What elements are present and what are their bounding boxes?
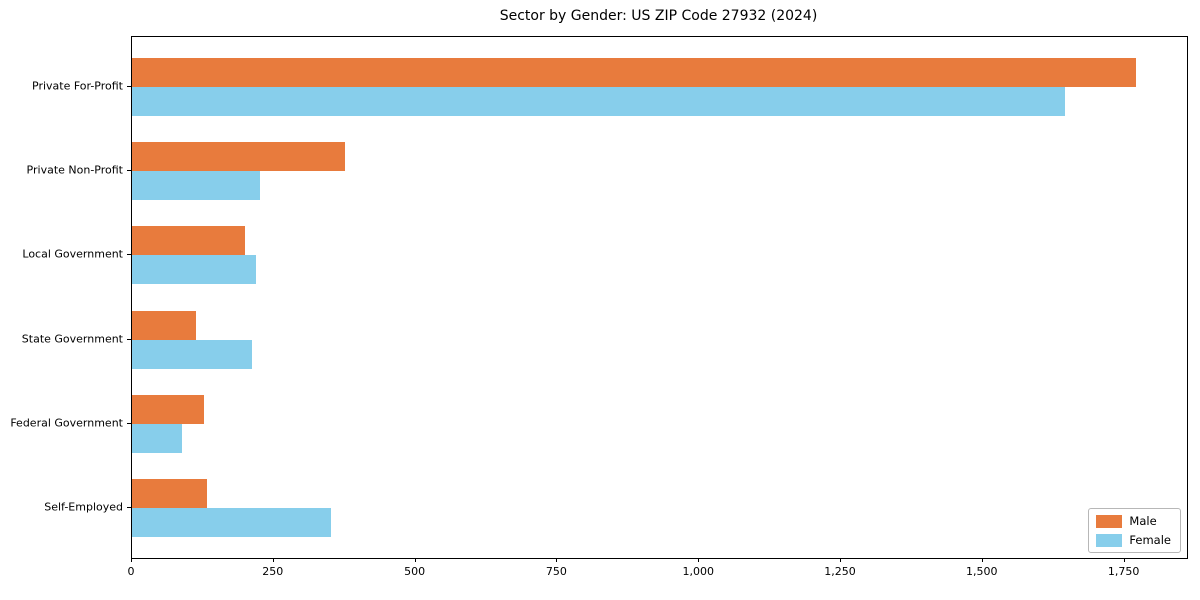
x-tick-label-250: 250: [262, 565, 284, 578]
chart-title: Sector by Gender: US ZIP Code 27932 (202…: [499, 8, 818, 24]
y-tick-label-self-employed: Self-Employed: [44, 500, 123, 514]
x-tick-mark: [1124, 558, 1125, 562]
plot-area: Male Female: [131, 36, 1188, 559]
bar-male-private-non-profit: [132, 142, 345, 172]
y-tick-label-private-non-profit: Private Non-Profit: [26, 163, 123, 177]
y-tick-label-local-government: Local Government: [22, 247, 123, 261]
legend-label-male: Male: [1129, 514, 1157, 528]
bar-male-self-employed: [132, 478, 207, 508]
bar-female-private-non-profit: [132, 171, 260, 201]
y-tick-mark: [127, 339, 131, 340]
bar-male-federal-government: [132, 394, 205, 424]
y-tick-mark: [127, 170, 131, 171]
y-tick-label-federal-government: Federal Government: [10, 416, 123, 430]
legend-item-female: Female: [1096, 533, 1171, 547]
y-tick-label-private-for-profit: Private For-Profit: [32, 79, 123, 93]
y-tick-mark: [127, 423, 131, 424]
bar-male-private-for-profit: [132, 58, 1136, 88]
y-tick-label-state-government: State Government: [21, 332, 123, 346]
x-tick-label-1500: 1,500: [966, 565, 998, 578]
y-tick-mark: [127, 86, 131, 87]
y-tick-mark: [127, 254, 131, 255]
x-tick-label-0: 0: [127, 565, 135, 578]
x-tick-mark: [840, 558, 841, 562]
bar-female-private-for-profit: [132, 87, 1066, 117]
bar-female-federal-government: [132, 423, 182, 453]
x-tick-mark: [415, 558, 416, 562]
bar-male-state-government: [132, 310, 197, 340]
legend-item-male: Male: [1096, 514, 1171, 528]
y-tick-mark: [127, 507, 131, 508]
x-tick-mark: [982, 558, 983, 562]
bar-female-local-government: [132, 255, 256, 285]
x-tick-mark: [273, 558, 274, 562]
x-tick-label-1250: 1,250: [824, 565, 856, 578]
legend-swatch-female: [1096, 533, 1123, 547]
x-tick-mark: [131, 558, 132, 562]
x-tick-mark: [556, 558, 557, 562]
bar-male-local-government: [132, 226, 246, 256]
x-tick-label-1000: 1,000: [682, 565, 714, 578]
bar-female-state-government: [132, 339, 253, 369]
legend-swatch-male: [1096, 514, 1123, 528]
legend: Male Female: [1088, 508, 1181, 553]
x-tick-label-750: 750: [545, 565, 567, 578]
bar-female-self-employed: [132, 507, 331, 537]
legend-label-female: Female: [1129, 533, 1171, 547]
x-tick-mark: [698, 558, 699, 562]
x-tick-label-1750: 1,750: [1107, 565, 1140, 578]
x-tick-label-500: 500: [404, 565, 426, 578]
